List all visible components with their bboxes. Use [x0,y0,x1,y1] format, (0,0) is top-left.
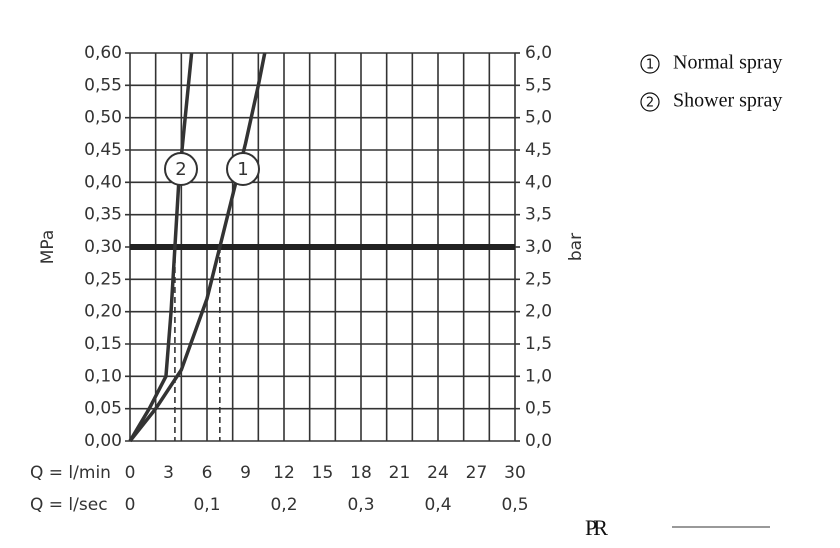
curve-label: 1 [237,159,248,180]
y-tick-label: 0,20 [84,302,122,322]
y2-tick-label: 1,0 [525,366,552,386]
y2-tick-label: 1,5 [525,334,552,354]
y2-tick-label: 0,0 [525,431,552,451]
y2-tick-label: 3,5 [525,205,552,225]
legend-label: Normal spray [673,52,782,74]
y-tick-label: 0,25 [84,269,122,289]
curve-label-circle [164,152,198,186]
x-tick-label: 24 [427,463,449,483]
y2-tick-label: 5,0 [525,108,552,128]
y2-axis-label: bar [566,233,586,261]
y2-tick-label: 0,5 [525,399,552,419]
legend-marker [640,92,660,112]
x2-tick-label: 0,1 [193,495,220,515]
y-tick-label: 0,15 [84,334,122,354]
legend-marker-label: 2 [646,96,654,111]
curve [128,52,194,442]
y-tick-label: 0,55 [84,75,122,95]
x2-tick-label: 0,2 [270,495,297,515]
y-tick-label: 0,60 [84,43,122,63]
x-tick-label: 21 [389,463,411,483]
x-axis-label: Q = l/min [30,463,111,483]
x2-tick-label: 0 [125,495,136,515]
y-tick-label: 0,05 [84,399,122,419]
x2-axis-label: Q = l/sec [30,495,108,515]
curve-label: 2 [175,159,186,180]
y-tick-label: 0,45 [84,140,122,160]
y2-tick-label: 3,0 [525,237,552,257]
x-tick-label: 30 [504,463,526,483]
x2-tick-label: 0,5 [501,495,528,515]
x2-tick-label: 0,3 [347,495,374,515]
y-tick-label: 0,30 [84,237,122,257]
x-tick-label: 18 [350,463,372,483]
x-tick-label: 3 [163,463,174,483]
legend-label: Shower spray [673,90,782,112]
y2-tick-label: 2,5 [525,269,552,289]
y2-tick-label: 6,0 [525,43,552,63]
legend-marker-label: 1 [646,58,654,73]
x-tick-label: 0 [125,463,136,483]
logo: PR [585,515,608,540]
x-tick-label: 27 [466,463,488,483]
x-tick-label: 6 [202,463,213,483]
y-tick-label: 0,50 [84,108,122,128]
x2-tick-label: 0,4 [424,495,451,515]
y-axis-label: MPa [38,230,58,265]
y-tick-label: 0,35 [84,205,122,225]
x-tick-label: 15 [312,463,334,483]
y-tick-label: 0,40 [84,172,122,192]
x-tick-label: 12 [273,463,295,483]
curve-label-circle [226,152,260,186]
y-tick-label: 0,00 [84,431,122,451]
y-tick-label: 0,10 [84,366,122,386]
y2-tick-label: 4,0 [525,172,552,192]
x-tick-label: 9 [240,463,251,483]
y2-tick-label: 5,5 [525,75,552,95]
y2-tick-label: 2,0 [525,302,552,322]
legend-marker [640,54,660,74]
y2-tick-label: 4,5 [525,140,552,160]
